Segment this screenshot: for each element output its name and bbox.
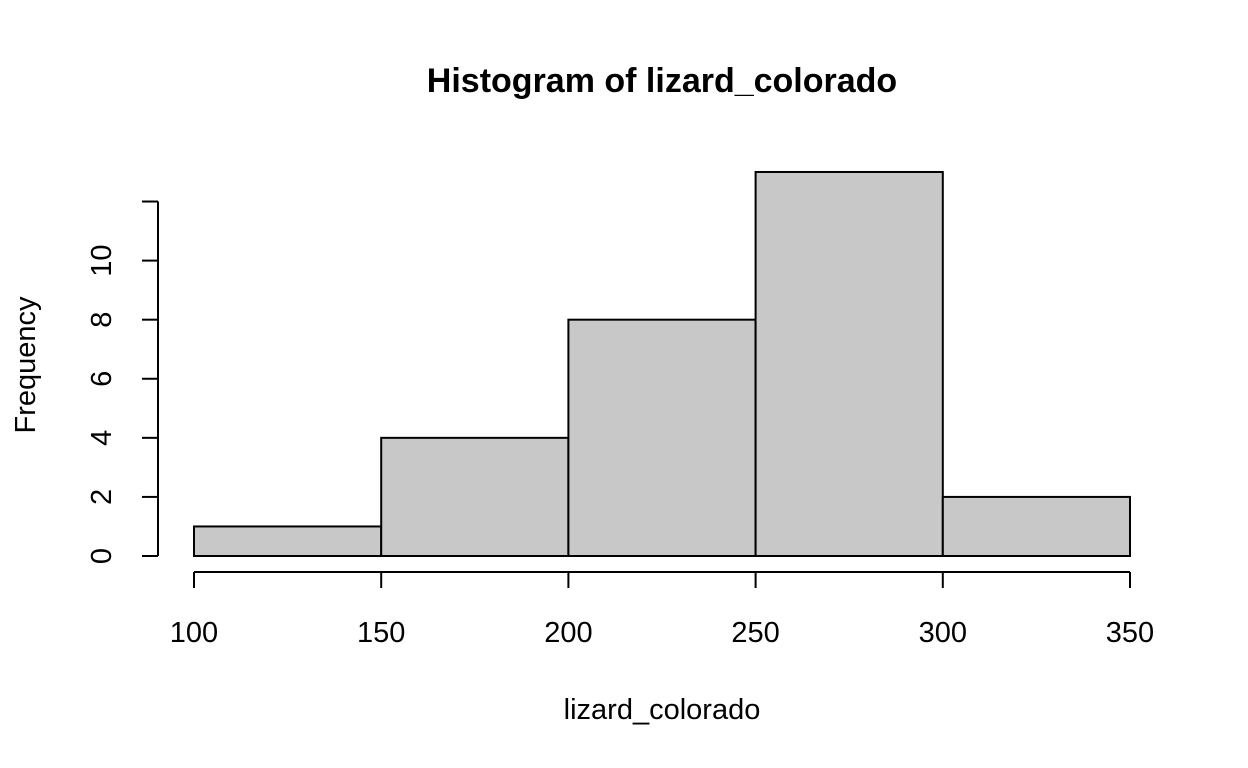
x-tick-label-200: 200	[544, 617, 592, 649]
y-tick-label-8: 8	[86, 312, 118, 328]
y-axis-label: Frequency	[10, 296, 42, 434]
chart-title: Histogram of lizard_colorado	[427, 62, 897, 100]
x-axis-label: lizard_colorado	[564, 694, 761, 726]
x-tick-label-150: 150	[357, 617, 405, 649]
x-axis: 100 150 200 250 300 350	[170, 571, 1154, 649]
y-axis: 0 2 4 6 8 10	[86, 200, 159, 564]
histogram-bar-2	[380, 436, 570, 557]
y-tick-label-4: 4	[86, 430, 118, 446]
histogram-bar-4	[754, 170, 944, 557]
y-tick-label-2: 2	[86, 489, 118, 505]
histogram-bar-1	[193, 525, 383, 558]
x-tick-label-250: 250	[731, 617, 779, 649]
histogram-bar-5	[941, 495, 1131, 558]
y-tick-label-10: 10	[86, 244, 118, 276]
histogram-bar-3	[567, 318, 757, 557]
x-tick-label-350: 350	[1106, 617, 1154, 649]
y-tick-label-6: 6	[86, 371, 118, 387]
x-tick-label-100: 100	[170, 617, 218, 649]
bars-group	[193, 170, 1131, 558]
x-tick-label-300: 300	[919, 617, 967, 649]
y-tick-label-0: 0	[86, 548, 118, 564]
